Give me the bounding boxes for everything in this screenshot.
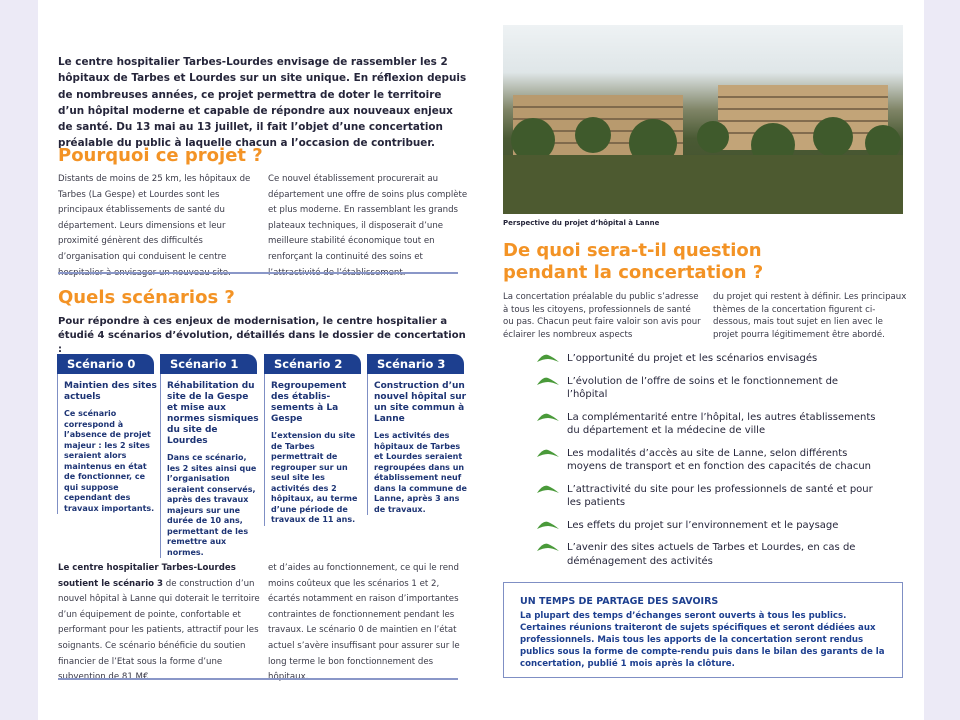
theme-item: Les effets du projet sur l’environnement… (537, 519, 877, 533)
scenario-title: Regroupement des établis-sements à La Ge… (271, 381, 347, 424)
divider (58, 678, 458, 680)
scenarios-lead: Pour répondre à ces enjeux de modernisat… (58, 316, 466, 355)
themes-list: L’opportunité du projet et les scénarios… (537, 352, 877, 577)
theme-item: L’évolution de l’offre de soins et le fo… (537, 375, 877, 402)
scenario-title: Maintien des sites actuels (64, 381, 157, 402)
scenario-label: Scénario 0 (57, 354, 154, 374)
support-col2: et d’aides au fonctionnement, ce qui le … (268, 563, 460, 682)
theme-item: L’opportunité du projet et les scénarios… (537, 352, 877, 366)
scenario-desc: L’extension du site de Tarbes permettrai… (271, 431, 358, 524)
hospital-photo (503, 25, 903, 214)
concertation-col1: La concertation préalable du public s’ad… (503, 292, 701, 340)
support-col1: Le centre hospitalier Tarbes-Lourdes sou… (58, 561, 263, 686)
savoirs-title: UN TEMPS DE PARTAGE DES SAVOIRS (520, 596, 719, 607)
scenario-desc: Les activités des hôpitaux de Tarbes et … (374, 431, 467, 514)
leaf-icon (537, 485, 559, 493)
photo-caption: Perspective du projet d’hôpital à Lanne (503, 219, 660, 227)
theme-item: L’avenir des sites actuels de Tarbes et … (537, 541, 877, 568)
leaf-icon (537, 543, 559, 551)
theme-text: L’attractivité du site pour les professi… (567, 483, 873, 509)
scenario-card: Scénario 0 Maintien des sites actuels Ce … (57, 354, 157, 514)
divider (58, 272, 458, 274)
theme-text: L’avenir des sites actuels de Tarbes et … (567, 542, 856, 567)
scenario-label: Scénario 1 (160, 354, 257, 374)
support-bold: Le centre hospitalier Tarbes-Lourdes sou… (58, 563, 236, 589)
theme-item: La complémentarité entre l’hôpital, les … (537, 411, 877, 438)
scenario-card: Scénario 3 Construction d’un nouvel hôpi… (367, 354, 467, 515)
theme-text: Les modalités d’accès au site de Lanne, … (567, 447, 871, 473)
scenario-desc: Ce scénario correspond à l’absence de pr… (64, 409, 155, 513)
intro-text: Le centre hospitalier Tarbes-Lourdes env… (58, 56, 467, 150)
theme-item: L’attractivité du site pour les professi… (537, 483, 877, 510)
leaf-icon (537, 354, 559, 362)
savoirs-box: UN TEMPS DE PARTAGE DES SAVOIRS La plupa… (503, 582, 903, 678)
theme-item: Les modalités d’accès au site de Lanne, … (537, 447, 877, 474)
leaf-icon (537, 413, 559, 421)
pourquoi-heading: Pourquoi ce projet ? (58, 145, 263, 166)
scenarios-heading: Quels scénarios ? (58, 287, 235, 308)
scenario-title: Construction d’un nouvel hôpital sur un … (374, 381, 467, 424)
theme-text: L’opportunité du projet et les scénarios… (567, 353, 818, 364)
pourquoi-col1: Distants de moins de 25 km, les hôpitaux… (58, 174, 251, 278)
theme-text: Les effets du projet sur l’environnement… (567, 519, 839, 531)
scenario-card: Scénario 1 Réhabilitation du site de la … (160, 354, 260, 558)
pourquoi-col2: Ce nouvel établissement procurerait au d… (268, 174, 468, 278)
scenario-title: Réhabilitation du site de la Gespe et mi… (167, 381, 259, 446)
leaf-icon (537, 521, 559, 529)
theme-text: La complémentarité entre l’hôpital, les … (567, 411, 876, 437)
scenario-desc: Dans ce scénario, les 2 sites ainsi que … (167, 453, 257, 557)
theme-text: L’évolution de l’offre de soins et le fo… (567, 375, 839, 401)
concertation-col2: du projet qui restent à définir. Les pri… (713, 292, 907, 340)
leaf-icon (537, 449, 559, 457)
scenario-label: Scénario 2 (264, 354, 361, 374)
scenario-card: Scénario 2 Regroupement des établis-seme… (264, 354, 364, 526)
savoirs-text: La plupart des temps d’échanges seront o… (520, 611, 885, 669)
scenario-label: Scénario 3 (367, 354, 464, 374)
concertation-heading: De quoi sera-t-il question pendant la co… (503, 240, 764, 283)
support-rest: de construction d’un nouvel hôpital à La… (58, 578, 260, 683)
leaf-icon (537, 377, 559, 385)
